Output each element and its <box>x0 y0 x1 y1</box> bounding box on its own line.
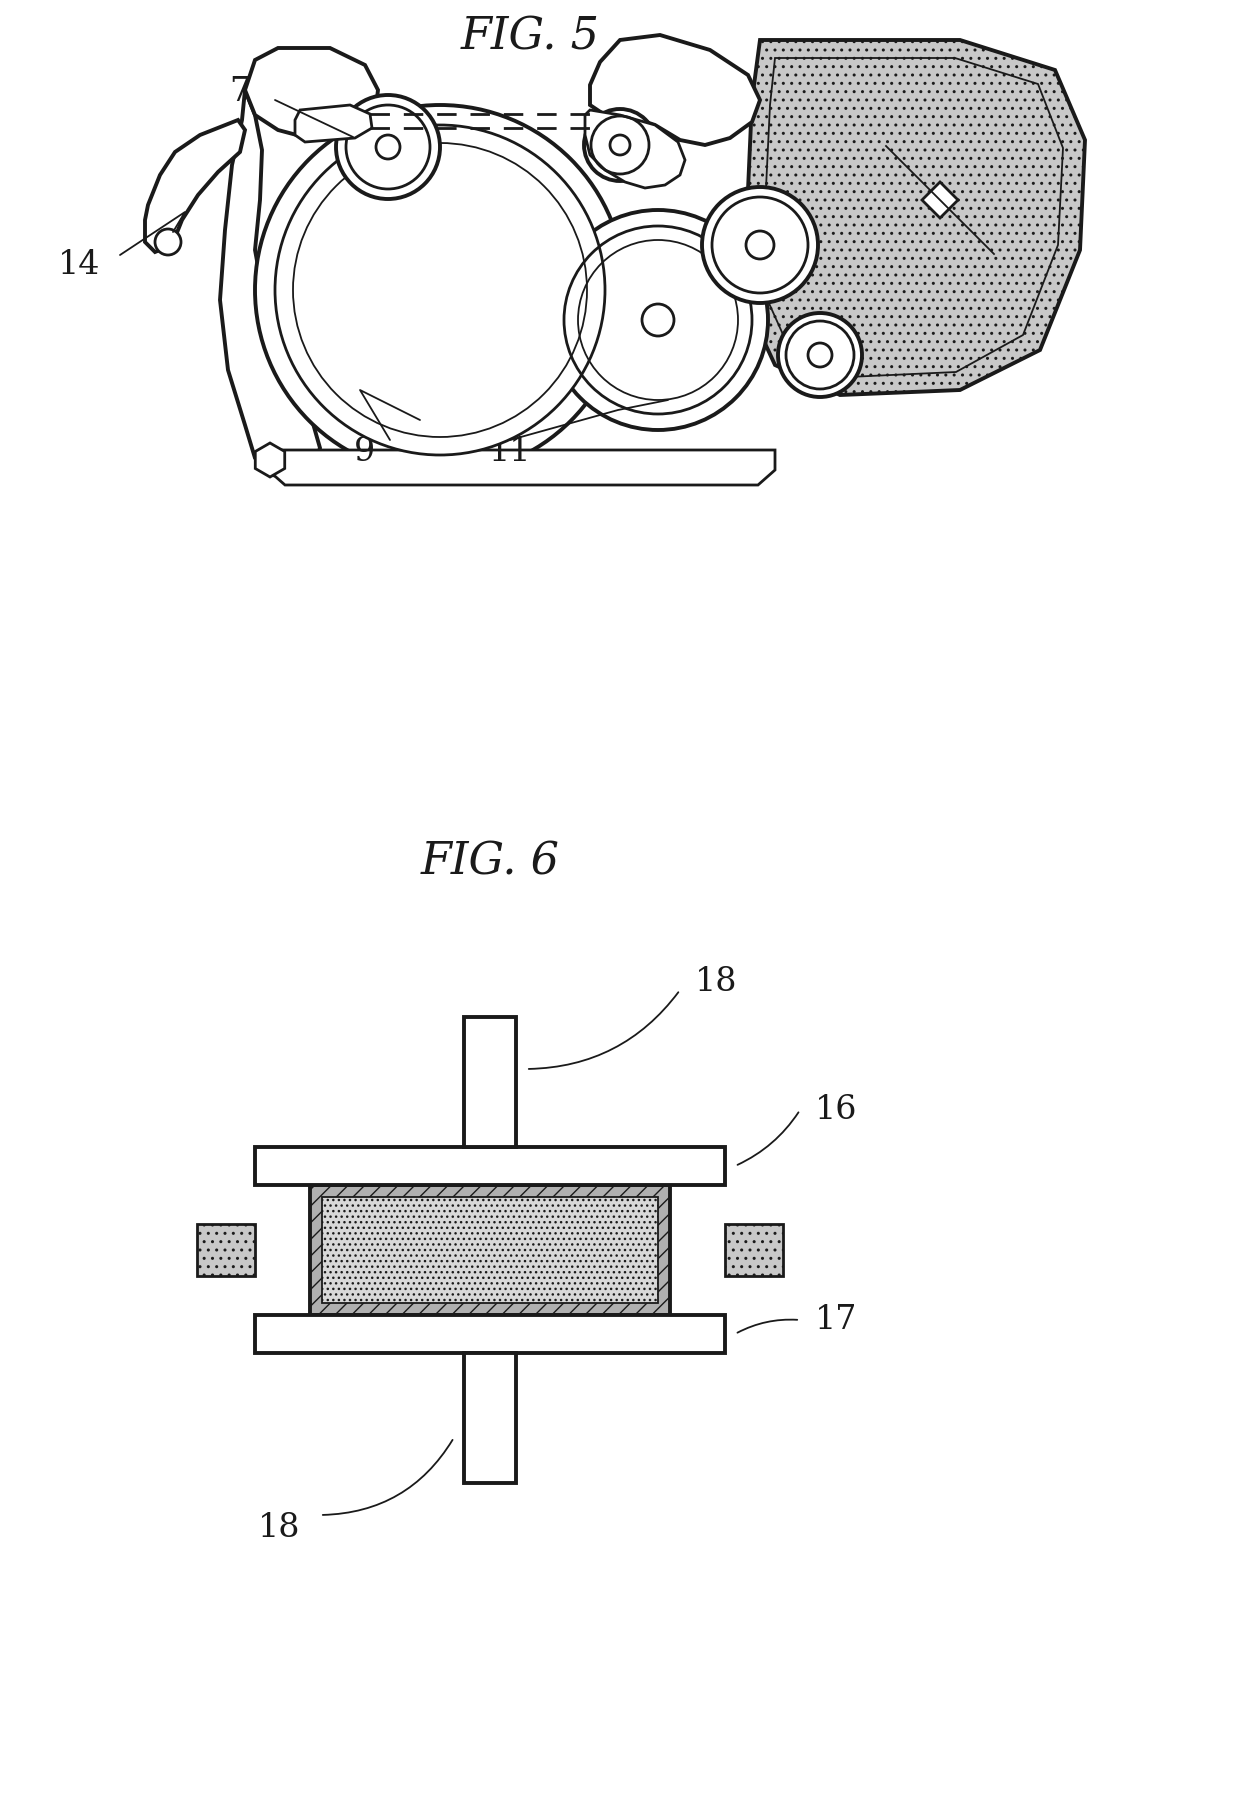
Circle shape <box>376 136 401 159</box>
Circle shape <box>155 230 181 255</box>
Bar <box>255 1148 725 1186</box>
Text: 14: 14 <box>57 250 100 281</box>
Text: FIG. 5: FIG. 5 <box>460 14 599 58</box>
Circle shape <box>642 304 675 337</box>
Circle shape <box>746 232 774 259</box>
Polygon shape <box>923 183 959 217</box>
Circle shape <box>610 136 630 156</box>
Bar <box>464 1017 516 1148</box>
Polygon shape <box>745 40 1085 395</box>
Circle shape <box>255 105 625 474</box>
Text: 18: 18 <box>694 967 738 997</box>
Polygon shape <box>295 105 372 141</box>
Circle shape <box>336 94 440 199</box>
Bar <box>310 1186 670 1316</box>
Bar <box>197 1224 255 1276</box>
Polygon shape <box>255 443 285 478</box>
Circle shape <box>808 344 832 367</box>
Circle shape <box>584 109 656 181</box>
Text: 18: 18 <box>258 1511 300 1544</box>
Polygon shape <box>219 90 320 478</box>
Text: 11: 11 <box>489 436 531 469</box>
Polygon shape <box>590 34 760 145</box>
Circle shape <box>275 125 605 454</box>
Bar <box>725 1224 782 1276</box>
Circle shape <box>548 210 768 431</box>
Bar <box>255 1316 725 1354</box>
Polygon shape <box>145 119 246 252</box>
Polygon shape <box>268 451 775 485</box>
Polygon shape <box>246 49 378 138</box>
Circle shape <box>777 313 862 396</box>
Text: 9: 9 <box>355 436 376 469</box>
Polygon shape <box>585 110 684 188</box>
Text: 7: 7 <box>229 76 250 109</box>
Text: 17: 17 <box>815 1303 857 1336</box>
Text: 16: 16 <box>815 1093 858 1126</box>
Text: FIG. 6: FIG. 6 <box>420 840 559 883</box>
Bar <box>464 1354 516 1482</box>
Bar <box>322 1196 658 1303</box>
Circle shape <box>702 186 818 302</box>
